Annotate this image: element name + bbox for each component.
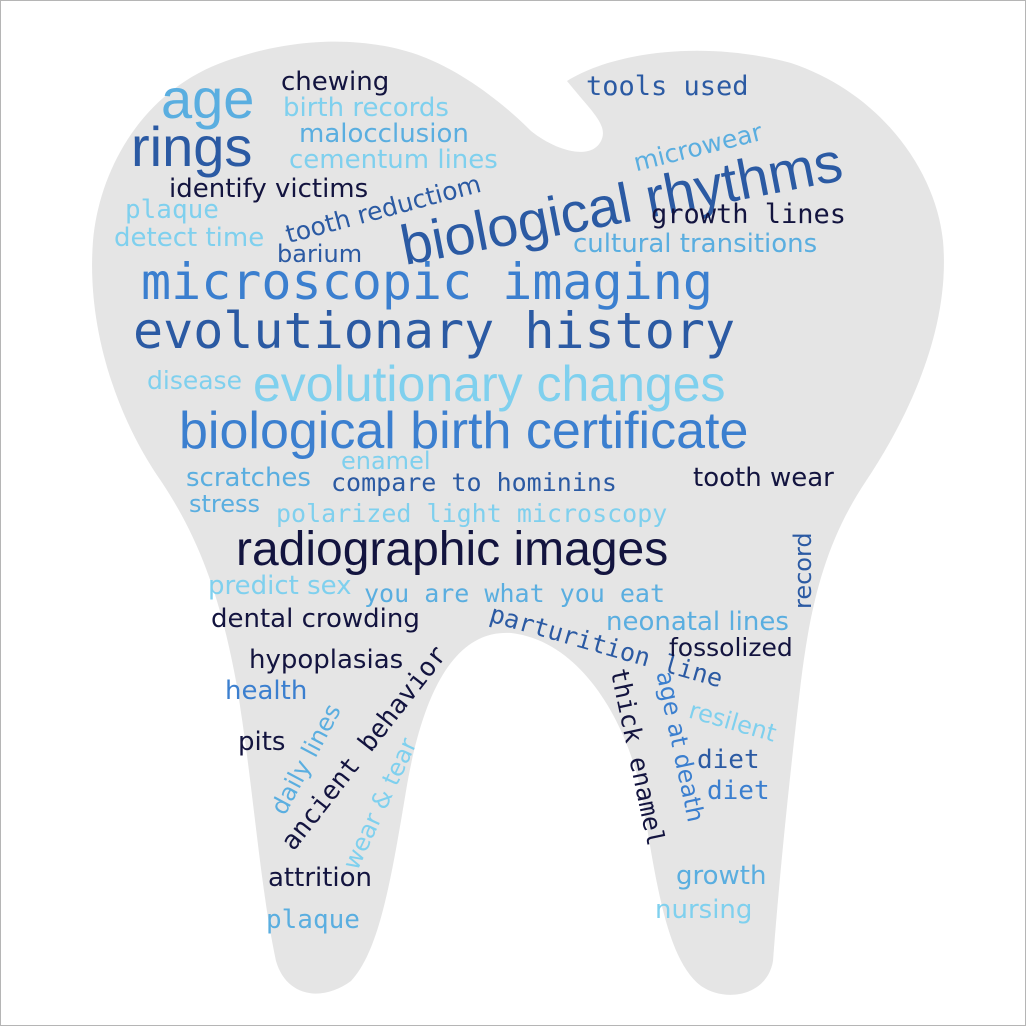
word-barium: barium [277, 240, 363, 268]
word-radiographic-images: radiographic images [236, 523, 669, 576]
word-pits: pits [238, 727, 286, 757]
word-disease: disease [147, 366, 242, 395]
word-nursing: nursing [655, 895, 753, 925]
word-growth: growth [676, 861, 767, 891]
word-compare-to-hominins: compare to hominins [331, 468, 617, 497]
word-evolutionary-history: evolutionary history [133, 302, 736, 360]
word-tools-used: tools used [586, 71, 749, 102]
word-chewing: chewing [281, 67, 390, 97]
tooth-silhouette [92, 41, 944, 995]
word-enamel: enamel [341, 447, 431, 475]
word-diet-1: diet [697, 745, 760, 775]
word-dental-crowding: dental crowding [211, 604, 420, 634]
word-birth-records: birth records [283, 93, 449, 123]
word-rings: rings [131, 115, 253, 178]
word-plaque-bottom: plaque [266, 905, 360, 935]
word-neonatal-lines: neonatal lines [606, 607, 789, 637]
word-evolutionary-changes: evolutionary changes [253, 356, 726, 412]
word-record: record [789, 532, 817, 609]
word-identify-victims: identify victims [169, 174, 369, 204]
word-cementum-lines: cementum lines [289, 145, 498, 175]
word-hypoplasias: hypoplasias [249, 645, 404, 675]
word-polarized-light-microscopy: polarized light microscopy [276, 499, 668, 528]
word-health: health [225, 676, 308, 706]
word-malocclusion: malocclusion [299, 119, 469, 149]
word-cultural-transitions: cultural transitions [573, 229, 818, 259]
word-scratches: scratches [186, 463, 311, 493]
word-biological-birth-certificate: biological birth certificate [179, 402, 749, 460]
word-diet-2: diet [707, 776, 770, 806]
word-predict-sex: predict sex [208, 571, 352, 601]
word-fossolized: fossolized [669, 633, 793, 662]
word-detect-time: detect time [114, 223, 265, 253]
word-growth-lines: growth lines [651, 199, 847, 230]
word-attrition: attrition [268, 863, 373, 893]
word-stress: stress [189, 490, 261, 518]
word-age: age [161, 67, 255, 130]
word-you-are-what-you-eat: you are what you eat [364, 579, 666, 608]
word-tooth-wear: tooth wear [693, 463, 834, 493]
word-microscopic-imaging: microscopic imaging [141, 253, 713, 311]
word-plaque-top: plaque [125, 195, 219, 225]
